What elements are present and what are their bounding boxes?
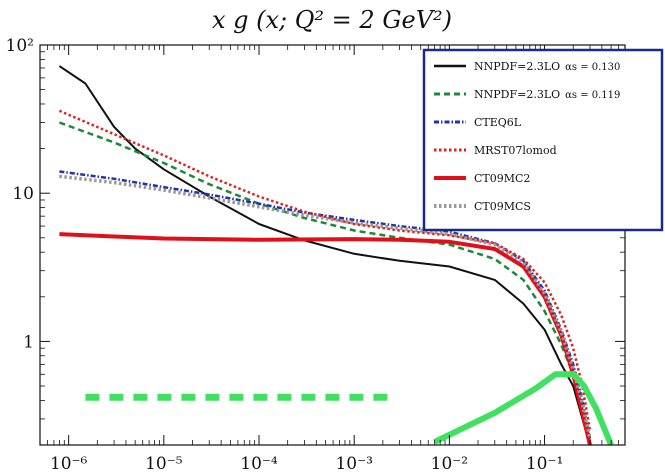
legend-box xyxy=(422,48,664,232)
legend-label-4: CT09MC2 xyxy=(474,172,530,185)
x-tick-label: 10⁻² xyxy=(431,454,468,474)
x-tick-label: 10⁻⁵ xyxy=(145,454,183,474)
series-line-3 xyxy=(58,109,592,431)
x-tick-label: 10⁻⁴ xyxy=(240,454,278,474)
legend-label-3: MRST07lomod xyxy=(474,144,557,157)
legend-label-suffix-1: αs = 0.119 xyxy=(565,90,620,101)
series-line-4 xyxy=(59,232,592,445)
legend: NNPDF=2.3LO αs = 0.130 NNPDF=2.3LO αs = 0.1… xyxy=(422,48,664,232)
series-line-0 xyxy=(58,65,591,445)
series-line-7 xyxy=(433,371,614,445)
y-tick-label: 1 xyxy=(23,332,34,352)
legend-label-1: NNPDF=2.3LO αs = 0.119 xyxy=(474,88,620,101)
legend-label-2: CTEQ6L xyxy=(474,116,522,129)
y-tick-label: 10 xyxy=(12,184,34,204)
x-tick-label: 10⁻⁶ xyxy=(50,454,88,474)
y-tick-label: 10² xyxy=(6,36,34,56)
plot-frame xyxy=(39,44,626,446)
legend-label-5: CT09MCS xyxy=(474,200,531,213)
legend-label-suffix-0: αs = 0.130 xyxy=(565,62,620,73)
legend-label-0: NNPDF=2.3LO αs = 0.130 xyxy=(474,60,620,73)
chart-title: x g (x; Q² = 2 GeV²) xyxy=(212,6,452,34)
x-tick-label: 10⁻¹ xyxy=(526,454,563,474)
x-tick-label: 10⁻³ xyxy=(335,454,372,474)
